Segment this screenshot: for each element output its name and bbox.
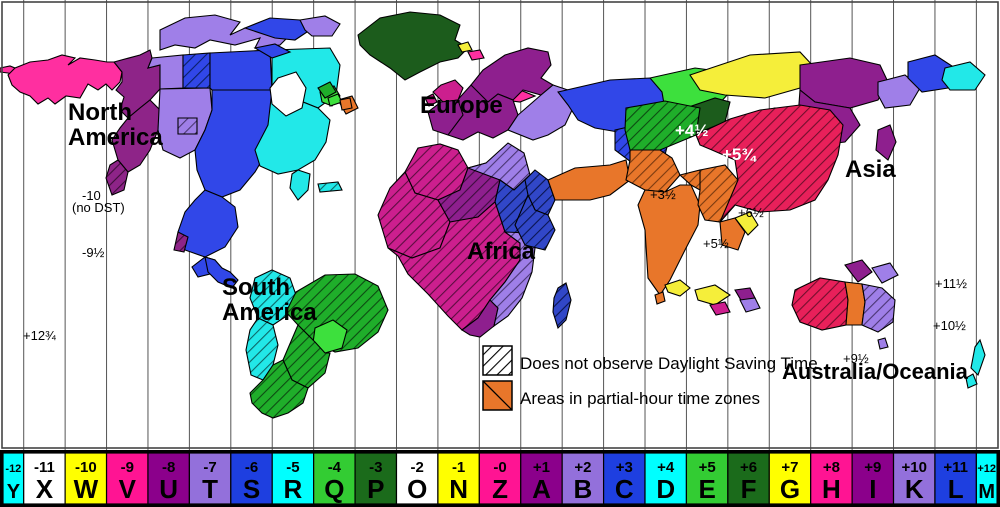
svg-text:+3½: +3½ bbox=[650, 187, 676, 202]
svg-text:Z: Z bbox=[492, 474, 508, 504]
svg-text:F: F bbox=[741, 474, 757, 504]
svg-text:G: G bbox=[780, 474, 800, 504]
svg-text:North: North bbox=[68, 99, 132, 126]
svg-text:+5½: +5½ bbox=[703, 236, 729, 251]
svg-text:V: V bbox=[119, 474, 137, 504]
svg-text:+12¾: +12¾ bbox=[23, 328, 56, 343]
svg-text:+6½: +6½ bbox=[738, 205, 764, 220]
svg-text:Asia: Asia bbox=[845, 156, 896, 183]
svg-text:N: N bbox=[449, 474, 468, 504]
svg-text:-12: -12 bbox=[5, 463, 21, 475]
svg-text:M: M bbox=[978, 481, 995, 503]
svg-text:Does not observe Daylight Savi: Does not observe Daylight Saving Time bbox=[520, 354, 818, 373]
svg-text:+11½: +11½ bbox=[935, 276, 967, 291]
svg-text:W: W bbox=[74, 474, 99, 504]
svg-text:(no DST): (no DST) bbox=[72, 200, 125, 215]
svg-text:H: H bbox=[822, 474, 841, 504]
svg-text:L: L bbox=[948, 474, 964, 504]
svg-text:Q: Q bbox=[324, 474, 344, 504]
svg-text:E: E bbox=[698, 474, 715, 504]
svg-text:X: X bbox=[36, 474, 54, 504]
svg-text:D: D bbox=[656, 474, 675, 504]
svg-text:I: I bbox=[869, 474, 876, 504]
svg-text:R: R bbox=[284, 474, 303, 504]
svg-text:C: C bbox=[615, 474, 634, 504]
svg-text:-9½: -9½ bbox=[82, 245, 105, 260]
svg-text:K: K bbox=[905, 474, 924, 504]
svg-text:Europe: Europe bbox=[420, 92, 503, 119]
svg-text:America: America bbox=[68, 124, 163, 151]
svg-text:A: A bbox=[532, 474, 551, 504]
svg-text:South: South bbox=[222, 274, 290, 301]
svg-text:America: America bbox=[222, 299, 317, 326]
svg-text:S: S bbox=[243, 474, 260, 504]
svg-text:T: T bbox=[202, 474, 218, 504]
svg-text:+4½: +4½ bbox=[675, 121, 709, 140]
svg-text:Y: Y bbox=[7, 481, 21, 503]
svg-text:U: U bbox=[159, 474, 178, 504]
svg-text:B: B bbox=[573, 474, 592, 504]
svg-text:+9½: +9½ bbox=[843, 351, 869, 366]
svg-text:+10½: +10½ bbox=[933, 318, 966, 333]
svg-text:Areas in partial-hour time zon: Areas in partial-hour time zones bbox=[520, 389, 760, 408]
svg-text:P: P bbox=[367, 474, 384, 504]
svg-text:Africa: Africa bbox=[467, 238, 536, 265]
svg-text:+12: +12 bbox=[977, 463, 996, 475]
svg-text:+5¾: +5¾ bbox=[722, 145, 757, 164]
svg-text:O: O bbox=[407, 474, 427, 504]
